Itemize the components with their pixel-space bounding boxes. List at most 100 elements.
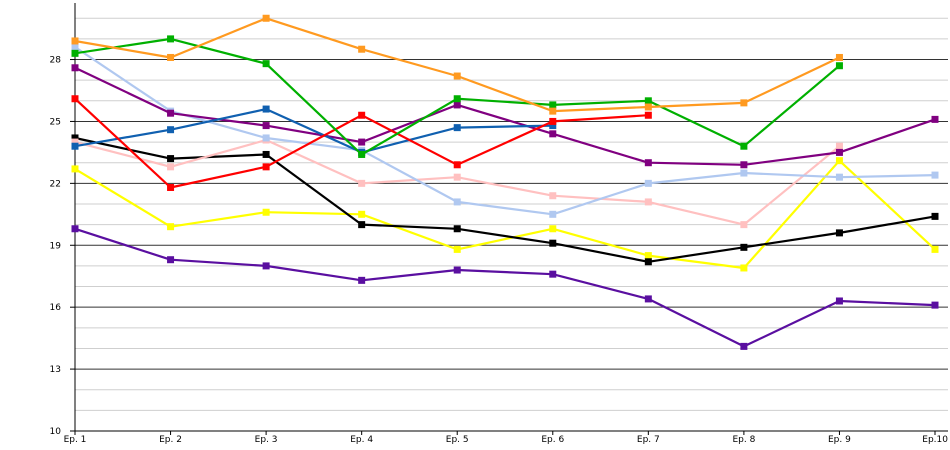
data-point [740,169,748,177]
y-tick-label: 19 [50,241,62,251]
data-point [71,134,79,142]
data-point [931,245,939,253]
data-point [262,134,270,142]
data-point [835,229,843,237]
data-point [453,198,461,206]
data-point [835,297,843,305]
data-point [549,192,557,200]
series [71,43,939,218]
data-point [644,295,652,303]
series-line [74,227,936,348]
data-point [262,105,270,113]
data-point [931,115,939,123]
data-point [549,117,557,125]
x-tick-label: Ep. 7 [637,435,660,445]
data-point [740,342,748,350]
y-tick-label: 22 [50,179,61,189]
data-point [262,208,270,216]
x-tick-label: Ep. 2 [159,435,182,445]
data-point [740,142,748,150]
y-tick-label: 25 [50,117,61,127]
data-point [453,245,461,253]
data-point [262,60,270,68]
data-point [453,72,461,80]
x-tick-label: Ep. 8 [732,435,755,445]
data-point [167,35,175,43]
data-point [358,111,366,119]
data-point [549,130,557,138]
data-point [644,111,652,119]
data-point [167,183,175,191]
data-point [167,223,175,231]
data-point [644,198,652,206]
data-point [167,109,175,117]
series-line [74,136,936,263]
data-point [71,43,79,51]
data-point [835,53,843,61]
data-point [358,138,366,146]
data-point [358,276,366,284]
series [71,136,843,229]
data-point [262,163,270,171]
series [71,95,652,191]
data-point [644,159,652,167]
data-point [931,171,939,179]
data-point [358,45,366,53]
x-tick-label: Ep. 6 [541,435,564,445]
data-point [644,258,652,266]
x-tick-label: Ep.10 [922,435,948,445]
series-line [74,66,936,166]
data-point [71,142,79,150]
data-point [262,14,270,22]
data-point [835,62,843,70]
data-point [453,173,461,181]
series [71,225,939,350]
data-point [835,148,843,156]
data-point [931,301,939,309]
x-tick-label: Ep. 3 [255,435,278,445]
data-point [644,103,652,111]
y-tick-label: 28 [50,56,62,66]
y-tick-label: 16 [50,303,62,313]
data-point [549,225,557,233]
series [71,14,843,115]
data-point [71,64,79,72]
data-point [835,173,843,181]
data-point [71,225,79,233]
data-point [71,49,79,57]
data-point [167,256,175,264]
data-point [167,53,175,61]
data-point [549,270,557,278]
x-tick-label: Ep. 9 [828,435,851,445]
grid-lines [75,17,948,411]
data-point [549,239,557,247]
series [71,35,843,158]
axes [74,3,948,432]
y-tick-label: 10 [50,427,62,437]
y-tick-label: 13 [50,365,61,375]
data-point [740,243,748,251]
series [71,157,939,272]
series [71,134,939,266]
data-point [358,210,366,218]
data-point [740,161,748,169]
data-point [453,225,461,233]
data-point [740,99,748,107]
data-point [931,212,939,220]
data-point [453,266,461,274]
data-point [262,122,270,130]
series-line [74,159,936,270]
x-tick-label: Ep. 1 [64,435,87,445]
data-point [644,252,652,260]
data-point [453,124,461,132]
data-point [262,150,270,158]
series-line [74,107,553,154]
data-point [453,95,461,103]
data-point [71,95,79,103]
data-point [453,161,461,169]
data-point [167,126,175,134]
series-line [74,46,936,216]
data-point [71,138,79,146]
data-point [835,157,843,165]
